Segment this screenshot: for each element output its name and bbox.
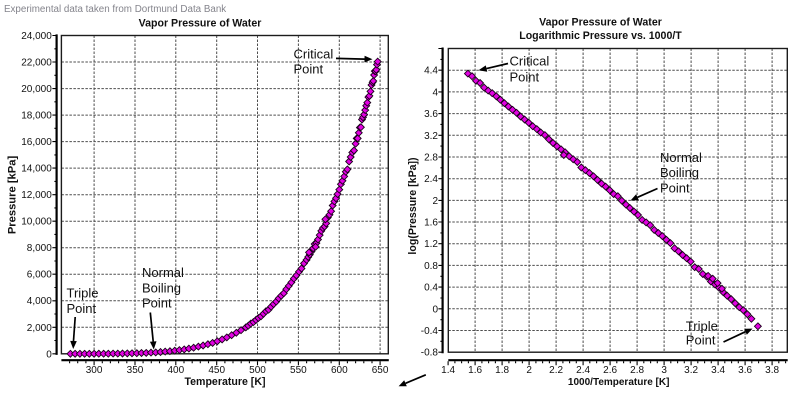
svg-text:Critical: Critical (510, 54, 550, 69)
svg-text:Point: Point (294, 62, 324, 77)
svg-text:1.4: 1.4 (441, 365, 455, 376)
svg-text:-0.4: -0.4 (421, 326, 439, 337)
svg-text:Point: Point (67, 301, 97, 316)
svg-text:2.8: 2.8 (424, 153, 438, 164)
svg-text:Normal: Normal (142, 265, 184, 280)
svg-text:Normal: Normal (660, 150, 702, 165)
svg-text:22,000: 22,000 (21, 58, 52, 69)
svg-text:3.4: 3.4 (711, 365, 725, 376)
svg-text:10,000: 10,000 (21, 217, 52, 228)
svg-text:300: 300 (86, 365, 103, 376)
svg-text:2: 2 (432, 196, 438, 207)
svg-text:3.8: 3.8 (765, 365, 779, 376)
svg-text:350: 350 (127, 365, 144, 376)
svg-text:4,000: 4,000 (27, 296, 52, 307)
svg-text:Boiling: Boiling (142, 280, 181, 295)
svg-text:0: 0 (46, 349, 52, 360)
svg-text:2.4: 2.4 (576, 365, 590, 376)
svg-text:550: 550 (290, 365, 307, 376)
svg-text:2.8: 2.8 (630, 365, 644, 376)
svg-text:3.2: 3.2 (424, 131, 438, 142)
svg-text:4.4: 4.4 (424, 66, 438, 77)
svg-text:400: 400 (167, 365, 184, 376)
svg-text:20,000: 20,000 (21, 84, 52, 95)
svg-text:1.8: 1.8 (495, 365, 509, 376)
svg-text:2,000: 2,000 (27, 323, 52, 334)
svg-text:16,000: 16,000 (21, 137, 52, 148)
svg-text:Point: Point (660, 181, 690, 196)
svg-text:8,000: 8,000 (27, 243, 52, 254)
svg-text:18,000: 18,000 (21, 111, 52, 122)
svg-text:-0.8: -0.8 (421, 348, 439, 359)
svg-text:Vapor Pressure of Water: Vapor Pressure of Water (139, 18, 262, 30)
svg-text:Logarithmic Pressure vs. 1000/: Logarithmic Pressure vs. 1000/T (519, 30, 682, 42)
svg-text:Point: Point (686, 332, 716, 347)
svg-text:0: 0 (432, 304, 438, 315)
svg-text:0.4: 0.4 (424, 283, 438, 294)
svg-text:Pressure [kPa]: Pressure [kPa] (7, 156, 19, 235)
svg-text:Boiling: Boiling (660, 165, 699, 180)
svg-text:3: 3 (661, 365, 667, 376)
svg-text:Point: Point (510, 70, 540, 85)
svg-text:650: 650 (372, 365, 389, 376)
svg-text:2.4: 2.4 (424, 174, 438, 185)
svg-text:Vapor Pressure of Water: Vapor Pressure of Water (539, 17, 662, 29)
svg-text:2.6: 2.6 (603, 365, 617, 376)
svg-text:6,000: 6,000 (27, 270, 52, 281)
svg-text:24,000: 24,000 (21, 31, 52, 42)
svg-text:14,000: 14,000 (21, 164, 52, 175)
svg-text:3.2: 3.2 (684, 365, 698, 376)
svg-text:3.6: 3.6 (424, 109, 438, 120)
svg-text:Experimental data taken from D: Experimental data taken from Dortmund Da… (4, 4, 226, 15)
svg-text:0.8: 0.8 (424, 261, 438, 272)
svg-text:450: 450 (208, 365, 225, 376)
svg-text:2: 2 (526, 365, 532, 376)
svg-text:log(Pressure [kPa]): log(Pressure [kPa]) (407, 157, 419, 254)
svg-text:600: 600 (331, 365, 348, 376)
svg-text:1.6: 1.6 (468, 365, 482, 376)
svg-text:Triple: Triple (686, 319, 718, 334)
svg-text:3.6: 3.6 (738, 365, 752, 376)
svg-text:Triple: Triple (67, 286, 99, 301)
svg-text:2.2: 2.2 (549, 365, 563, 376)
svg-text:Critical: Critical (294, 46, 334, 61)
svg-text:1.6: 1.6 (424, 218, 438, 229)
svg-text:4: 4 (432, 87, 438, 98)
svg-text:1000/Temperature [K]: 1000/Temperature [K] (568, 377, 670, 388)
svg-text:500: 500 (249, 365, 266, 376)
svg-text:1.2: 1.2 (424, 239, 438, 250)
svg-text:12,000: 12,000 (21, 190, 52, 201)
svg-text:Temperature [K]: Temperature [K] (184, 376, 265, 388)
svg-text:Point: Point (142, 296, 172, 311)
